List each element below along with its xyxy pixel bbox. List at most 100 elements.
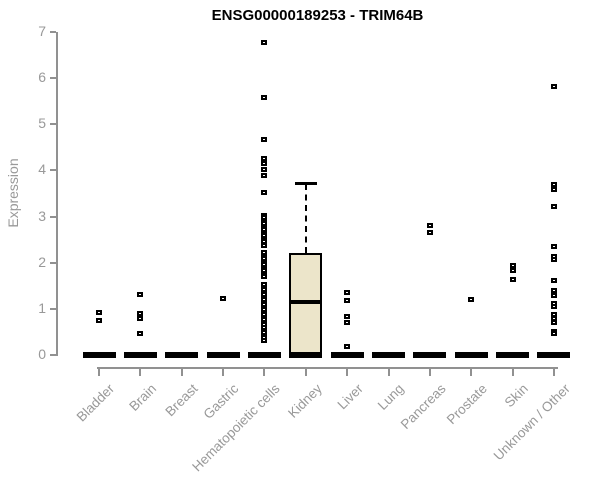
outlier-point [261, 172, 268, 178]
x-tick-label: Brain [126, 381, 159, 414]
outlier-point [550, 311, 557, 317]
y-tick [50, 77, 56, 80]
outlier-point [137, 292, 144, 298]
y-tick [50, 215, 56, 218]
outlier-point [137, 316, 144, 321]
outlier-point [426, 223, 433, 229]
x-tick-label: Breast [162, 381, 201, 420]
x-tick [511, 367, 514, 376]
y-tick [50, 123, 56, 126]
y-tick-label: 3 [38, 207, 46, 224]
x-axis-line [97, 367, 558, 369]
x-tick-label: Lung [375, 381, 408, 413]
outlier-point [137, 330, 144, 336]
y-tick [50, 169, 56, 172]
outlier-point [550, 320, 557, 326]
box [289, 253, 323, 355]
outlier-point [550, 304, 557, 309]
zero-bar [165, 352, 199, 358]
outlier-point [261, 337, 268, 343]
outlier-point [261, 274, 268, 280]
outlier-point [344, 344, 351, 350]
outlier-point [261, 39, 268, 45]
x-tick-label: Liver [334, 381, 366, 413]
x-tick [222, 367, 225, 376]
y-tick [50, 354, 56, 356]
outlier-point [550, 204, 557, 210]
y-tick-label: 6 [38, 69, 46, 86]
y-tick-label: 0 [38, 346, 46, 362]
x-tick-label: Skin [502, 381, 532, 411]
y-tick [50, 261, 56, 264]
x-tick [428, 367, 431, 376]
outlier-point [550, 331, 557, 337]
outlier-point [550, 316, 557, 321]
x-tick [552, 367, 555, 376]
outlier-point [550, 182, 557, 188]
outlier-point [261, 95, 268, 101]
outlier-point [550, 187, 557, 193]
x-tick-label: Bladder [74, 381, 118, 425]
y-tick-label: 2 [38, 253, 46, 270]
y-tick [50, 307, 56, 310]
x-tick [304, 367, 307, 376]
outlier-point [261, 137, 268, 143]
outlier-point [261, 167, 268, 173]
outlier-point [344, 314, 351, 320]
outlier-point [344, 320, 351, 326]
median-line [289, 299, 323, 304]
outlier-point [550, 257, 557, 263]
zero-bar [123, 352, 157, 358]
zero-bar [537, 352, 571, 358]
outlier-point [550, 84, 557, 90]
outlier-point [261, 242, 268, 248]
outlier-point [96, 317, 102, 323]
y-tick [50, 31, 56, 34]
y-tick-label: 5 [38, 115, 46, 132]
outlier-point [550, 278, 557, 284]
x-tick [180, 367, 183, 376]
outlier-point [509, 277, 516, 283]
y-tick-label: 1 [38, 299, 46, 316]
y-tick-label: 4 [38, 161, 46, 178]
chart-title: ENSG00000189253 - TRIM64B [211, 7, 424, 24]
outlier-point [468, 297, 475, 303]
x-tick [263, 367, 266, 376]
outlier-point [261, 161, 268, 167]
zero-bar [413, 352, 447, 358]
zero-bar [496, 352, 530, 358]
whisker-line [304, 184, 307, 254]
zero-bar [206, 352, 240, 358]
zero-bar [372, 352, 406, 358]
outlier-point [426, 229, 433, 235]
x-tick-label: Unknown / Other [490, 381, 573, 464]
outlier-point [550, 292, 557, 298]
zero-bar [247, 352, 281, 358]
x-tick-label: Pancreas [397, 381, 449, 432]
x-tick [387, 367, 390, 376]
outlier-point [509, 268, 516, 274]
zero-bar [289, 352, 323, 358]
zero-bar [330, 352, 364, 358]
x-tick [98, 367, 100, 376]
outlier-point [550, 287, 557, 293]
whisker-cap [294, 182, 317, 186]
x-tick-label: Kidney [284, 381, 325, 421]
outlier-point [509, 262, 516, 268]
y-tick-label: 7 [38, 23, 46, 40]
x-tick [346, 367, 349, 376]
outlier-point [220, 296, 227, 302]
outlier-point [261, 190, 268, 196]
outlier-point [344, 290, 351, 296]
outlier-point [96, 310, 102, 315]
outlier-point [344, 298, 351, 304]
y-axis-line [56, 32, 58, 356]
x-tick [139, 367, 142, 376]
zero-bar [454, 352, 488, 358]
x-tick [470, 367, 473, 376]
outlier-point [261, 155, 268, 161]
zero-bar [82, 352, 116, 358]
outlier-point [137, 310, 144, 316]
